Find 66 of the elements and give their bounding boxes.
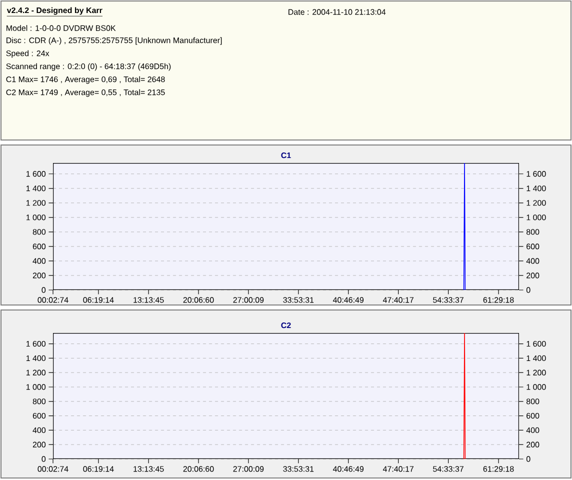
y2-tick-label: 600 [526, 244, 540, 250]
y-tick-label: 1 000 [26, 214, 46, 220]
y-tick-label: 800 [32, 398, 46, 404]
y2-tick-label: 200 [526, 272, 540, 278]
x-tick-label: 20:06:60 [183, 466, 214, 472]
y-tick-label: 400 [32, 258, 46, 264]
y2-tick-label: 1 600 [526, 171, 546, 177]
x-tick-label: 47:40:17 [382, 466, 414, 472]
y-tick-label: 1 400 [26, 186, 46, 192]
y-tick-label: 200 [32, 442, 46, 448]
x-tick-label: 33:53:31 [283, 466, 314, 472]
x-tick-label: 20:06:60 [183, 297, 214, 303]
text: Scanned range : 0:2:0 (0) - 64:18:37 (469D5h) [6, 63, 171, 71]
text: Model : 1-0-0-0 DVDRW BS0K [6, 25, 116, 31]
y2-tick-label: 800 [526, 398, 540, 404]
y2-tick-label: 1 000 [526, 384, 546, 390]
x-tick-label: 00:02:74 [38, 466, 68, 472]
y-tick-label: 1 200 [26, 370, 46, 376]
text: Date : 2004-11-10 21:13:04 [288, 9, 386, 15]
y2-tick-label: 0 [526, 287, 530, 293]
text: Disc : CDR (A-) , 2575755:2575755 [Unknown Manufacturer] [6, 37, 222, 45]
y2-tick-label: 1 000 [526, 214, 546, 220]
y2-tick-label: 400 [526, 258, 540, 264]
y2-tick-label: 0 [526, 456, 530, 462]
y-tick-label: 1 200 [26, 200, 46, 206]
x-tick-label: 00:02:74 [38, 297, 68, 303]
y2-tick-label: 200 [526, 442, 540, 448]
x-tick-label: 40:46:49 [332, 466, 364, 472]
x-tick-label: 13:13:45 [134, 297, 164, 303]
chart-title: C2 [281, 322, 291, 328]
x-tick-label: 40:46:49 [332, 297, 364, 303]
y-tick-label: 1 000 [26, 384, 46, 390]
y-tick-label: 200 [32, 272, 46, 278]
text: C1 Max= 1746 , Average= 0,69 , Total= 2648 [6, 76, 165, 84]
y-tick-label: 0 [42, 456, 46, 462]
text: C2 Max= 1749 , Average= 0,55 , Total= 2135 [6, 89, 165, 97]
x-tick-label: 54:33:37 [433, 297, 464, 303]
y2-tick-label: 400 [526, 427, 540, 434]
y2-tick-label: 1 200 [526, 370, 546, 376]
x-tick-label: 33:53:31 [283, 297, 314, 303]
x-tick-label: 27:00:09 [233, 297, 264, 303]
text: Speed : 24x [6, 50, 50, 58]
y2-tick-label: 600 [526, 412, 540, 419]
y-tick-label: 1 600 [26, 171, 46, 177]
chart-title: C1 [281, 152, 291, 158]
x-tick-label: 54:33:37 [433, 466, 464, 472]
y-tick-label: 400 [32, 427, 46, 434]
y2-tick-label: 1 400 [526, 186, 546, 192]
text: v2.4.2 - Designed by Karr [6, 7, 102, 15]
x-tick-label: 06:19:14 [83, 297, 114, 303]
x-tick-label: 47:40:17 [382, 297, 414, 303]
y-tick-label: 600 [32, 412, 46, 419]
x-tick-label: 13:13:45 [134, 466, 164, 472]
y2-tick-label: 800 [526, 229, 540, 235]
x-tick-label: 06:19:14 [83, 466, 114, 472]
y2-tick-label: 1 400 [526, 355, 546, 362]
y-tick-label: 600 [32, 244, 46, 250]
y2-tick-label: 1 200 [526, 200, 546, 206]
y-tick-label: 1 600 [26, 340, 46, 347]
x-tick-label: 61:29:18 [483, 466, 514, 472]
y-tick-label: 0 [42, 287, 46, 293]
x-tick-label: 61:29:18 [483, 297, 514, 303]
y2-tick-label: 1 600 [526, 340, 546, 347]
x-tick-label: 27:00:09 [233, 466, 264, 472]
y-tick-label: 800 [32, 229, 46, 235]
y-tick-label: 1 400 [26, 355, 46, 362]
